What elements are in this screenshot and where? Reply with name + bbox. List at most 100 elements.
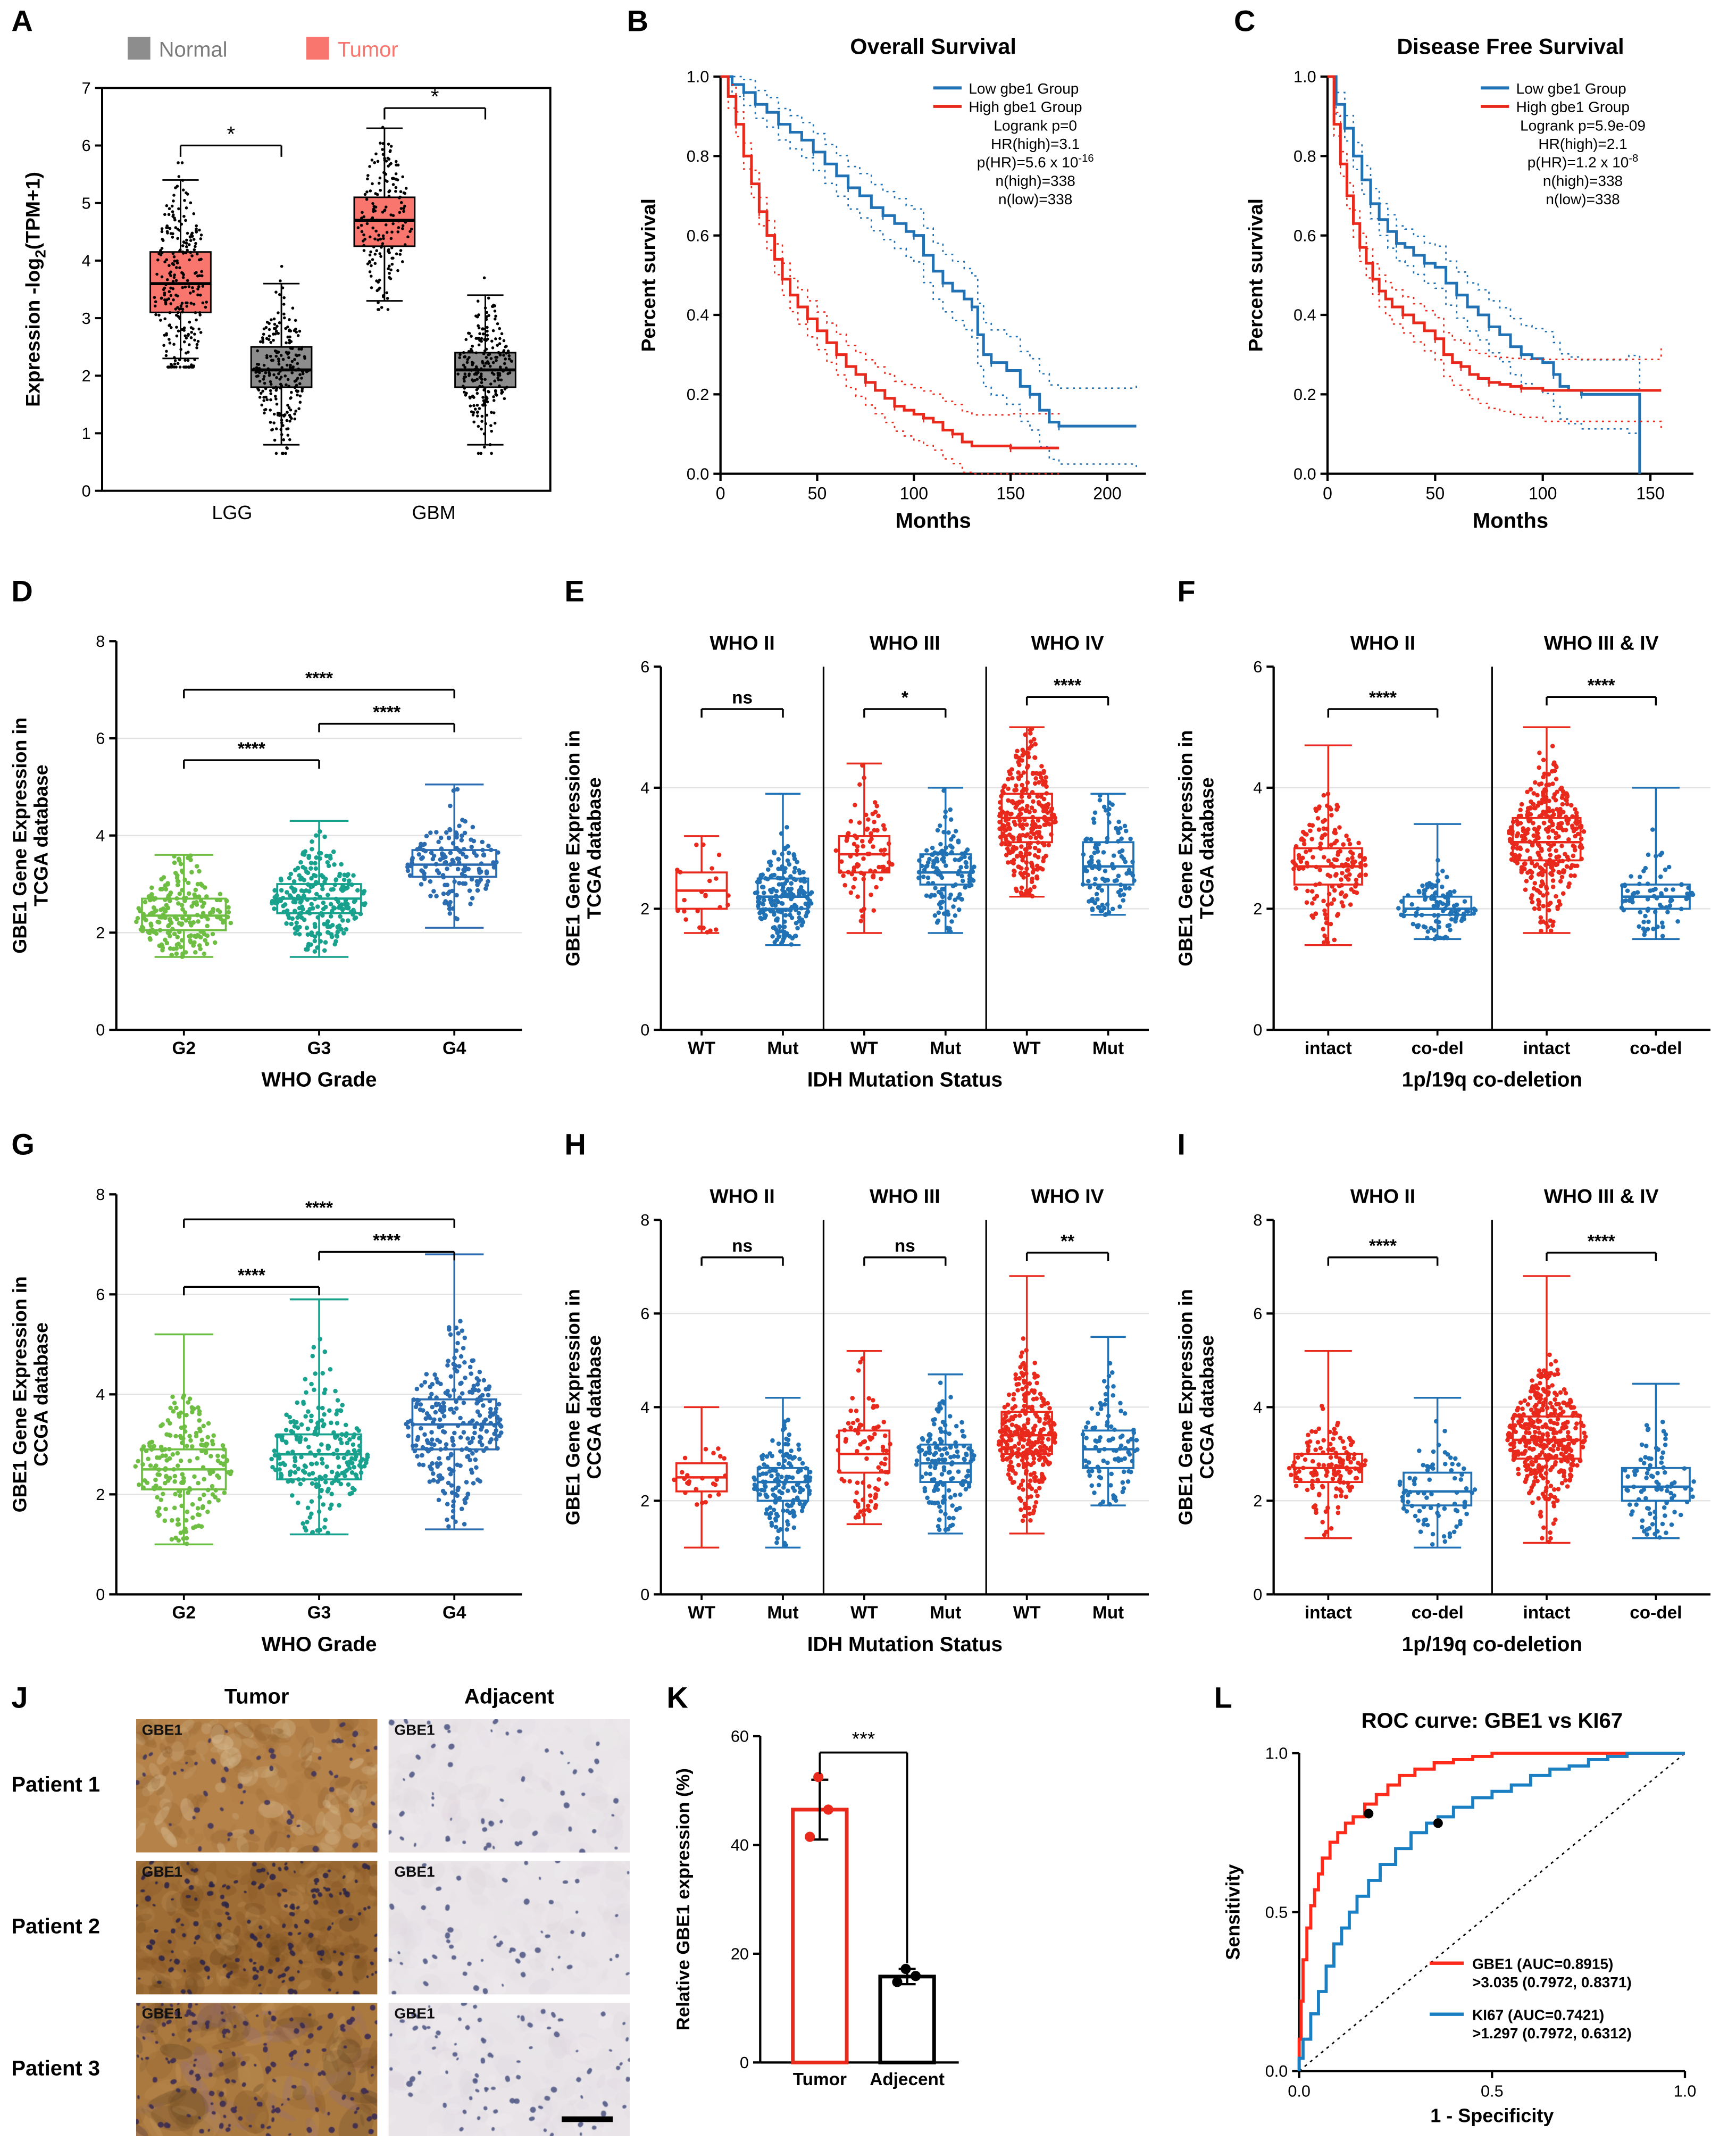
ihc-stain-label: GBE1 — [142, 1864, 182, 1881]
scale-bar — [562, 2117, 613, 2122]
svg-text:6: 6 — [82, 137, 91, 155]
svg-text:WT: WT — [688, 1603, 715, 1623]
ihc-image-tumor-dark — [136, 1861, 377, 1995]
svg-text:100: 100 — [1529, 484, 1557, 503]
svg-text:WT: WT — [1013, 1038, 1041, 1058]
svg-text:WT: WT — [1013, 1603, 1041, 1623]
svg-text:Logrank p=5.9e-09: Logrank p=5.9e-09 — [1520, 117, 1646, 134]
ihc-stain-label: GBE1 — [394, 1864, 435, 1881]
svg-text:WHO III & IV: WHO III & IV — [1544, 631, 1659, 654]
svg-text:****: **** — [373, 1231, 400, 1251]
svg-text:n(low)=338: n(low)=338 — [1546, 191, 1620, 207]
svg-text:0: 0 — [1323, 484, 1332, 503]
svg-text:co-del: co-del — [1412, 1038, 1464, 1058]
svg-text:0.2: 0.2 — [1293, 386, 1316, 404]
svg-text:Mut: Mut — [767, 1038, 798, 1058]
svg-text:100: 100 — [900, 484, 928, 503]
svg-text:50: 50 — [1426, 484, 1445, 503]
svg-text:Percent survival: Percent survival — [637, 198, 660, 352]
panel-g-letter: G — [11, 1129, 35, 1163]
svg-text:6: 6 — [96, 730, 105, 748]
svg-text:Mut: Mut — [930, 1603, 961, 1623]
svg-text:GBM: GBM — [412, 502, 456, 523]
svg-text:n(high)=338: n(high)=338 — [996, 172, 1075, 189]
svg-text:4: 4 — [640, 779, 649, 797]
ihc-column-header: Adjacent — [389, 1685, 630, 1709]
svg-text:G2: G2 — [172, 1603, 196, 1623]
svg-text:0: 0 — [96, 1586, 105, 1604]
svg-text:Logrank p=0: Logrank p=0 — [994, 117, 1076, 134]
svg-text:*: * — [902, 688, 908, 707]
ihc-column-header: Tumor — [136, 1685, 377, 1709]
panel-i-letter: I — [1177, 1129, 1186, 1163]
svg-text:G4: G4 — [443, 1603, 466, 1623]
svg-text:G4: G4 — [443, 1038, 466, 1058]
svg-text:0.4: 0.4 — [687, 306, 710, 324]
svg-text:8: 8 — [96, 1186, 105, 1204]
svg-text:WHO Grade: WHO Grade — [262, 1069, 377, 1092]
svg-text:6: 6 — [640, 658, 649, 676]
svg-text:4: 4 — [82, 252, 91, 270]
svg-text:0: 0 — [96, 1021, 105, 1039]
svg-text:5: 5 — [82, 194, 91, 212]
svg-text:****: **** — [1588, 676, 1615, 696]
svg-text:Expression -log2(TPM+1): Expression -log2(TPM+1) — [22, 172, 49, 407]
svg-text:0.8: 0.8 — [1293, 147, 1316, 165]
panel-f-letter: F — [1177, 576, 1195, 610]
svg-text:HR(high)=3.1: HR(high)=3.1 — [991, 136, 1080, 152]
ihc-stain-label: GBE1 — [142, 1722, 182, 1739]
svg-text:n(low)=338: n(low)=338 — [998, 191, 1072, 207]
svg-text:Mut: Mut — [767, 1603, 798, 1623]
svg-text:****: **** — [1054, 676, 1081, 696]
ihc-image-adjacent — [389, 1719, 630, 1853]
svg-text:WT: WT — [688, 1038, 715, 1058]
svg-text:****: **** — [238, 1266, 265, 1286]
svg-text:Normal: Normal — [159, 38, 228, 62]
svg-text:GBE1 Gene Expression inTCGA da: GBE1 Gene Expression inTCGA database — [564, 730, 605, 967]
ihc-stain-label: GBE1 — [142, 2006, 182, 2023]
svg-text:G2: G2 — [172, 1038, 196, 1058]
svg-text:WT: WT — [850, 1603, 878, 1623]
panel-h-letter: H — [564, 1129, 586, 1163]
svg-text:0: 0 — [640, 1021, 649, 1039]
svg-text:p(HR)=5.6 x 10-16: p(HR)=5.6 x 10-16 — [977, 153, 1094, 171]
svg-text:Low gbe1 Group: Low gbe1 Group — [1516, 80, 1626, 97]
svg-text:Tumor: Tumor — [338, 38, 398, 62]
svg-text:****: **** — [1369, 688, 1397, 707]
svg-text:Overall Survival: Overall Survival — [850, 34, 1016, 59]
svg-text:ns: ns — [732, 688, 753, 707]
ihc-row-label: Patient 3 — [11, 2057, 100, 2081]
svg-text:Months: Months — [896, 509, 971, 532]
svg-text:WHO III: WHO III — [870, 631, 940, 654]
panel-c-letter: C — [1234, 6, 1255, 40]
svg-text:GBE1 Gene Expression inCCGA da: GBE1 Gene Expression inCCGA database — [11, 1276, 52, 1512]
svg-text:0.0: 0.0 — [687, 465, 710, 483]
svg-text:2: 2 — [82, 367, 91, 385]
svg-text:6: 6 — [1253, 658, 1262, 676]
svg-text:G3: G3 — [307, 1603, 331, 1623]
svg-text:WHO II: WHO II — [1350, 631, 1415, 654]
svg-text:co-del: co-del — [1630, 1038, 1682, 1058]
svg-text:0: 0 — [716, 484, 725, 503]
svg-text:0: 0 — [82, 482, 91, 500]
